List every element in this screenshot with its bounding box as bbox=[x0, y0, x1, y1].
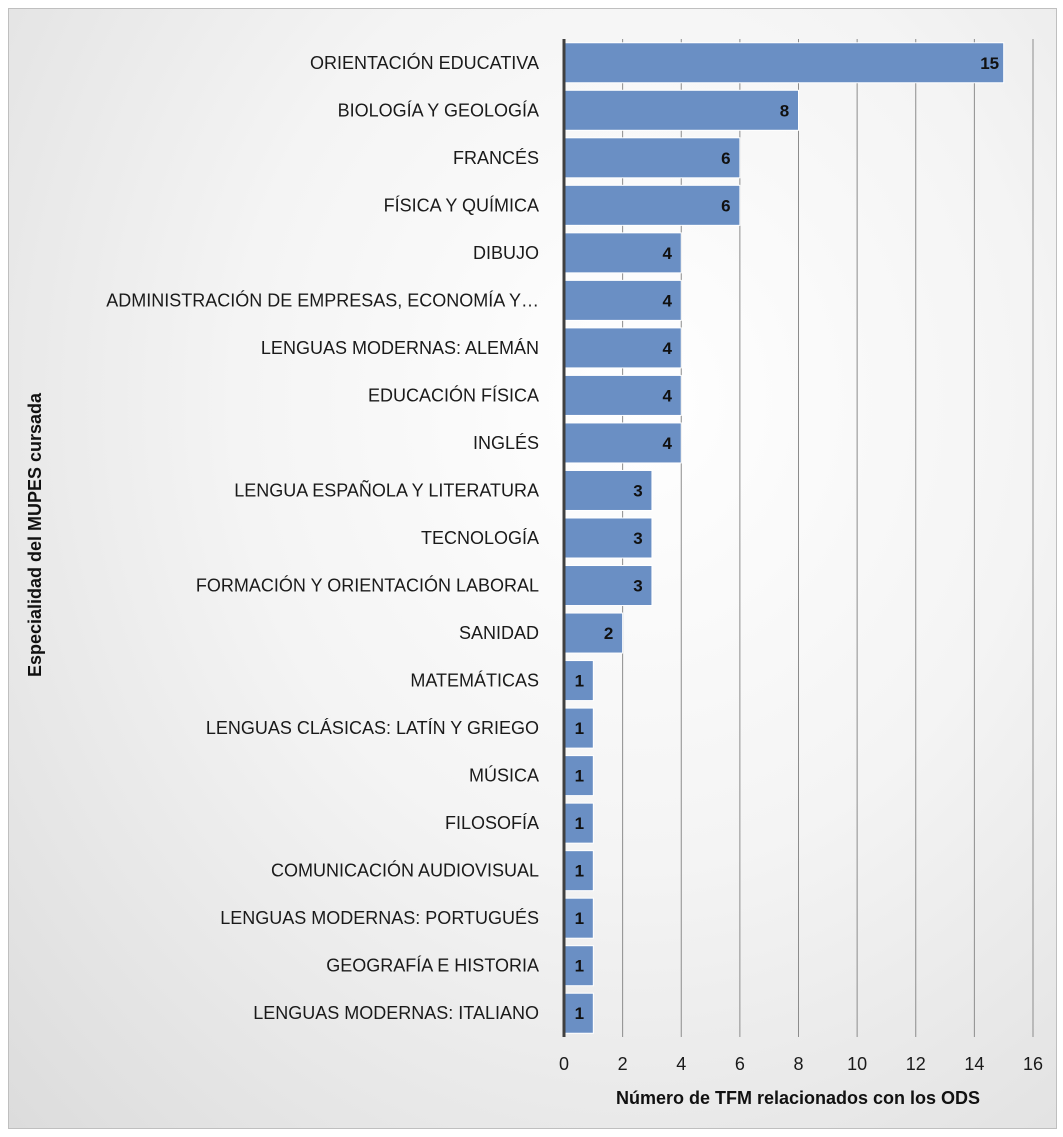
category-label: LENGUAS MODERNAS: ITALIANO bbox=[253, 1003, 539, 1023]
bar bbox=[563, 184, 741, 226]
bars bbox=[563, 42, 1005, 1034]
category-label: MÚSICA bbox=[469, 765, 539, 786]
data-label: 1 bbox=[575, 719, 584, 738]
data-label: 1 bbox=[575, 957, 584, 976]
category-label: LENGUAS CLÁSICAS: LATÍN Y GRIEGO bbox=[206, 718, 539, 738]
bar bbox=[563, 327, 682, 369]
category-label: LENGUAS MODERNAS: ALEMÁN bbox=[261, 338, 539, 358]
data-label: 3 bbox=[633, 577, 642, 596]
bar bbox=[563, 89, 799, 131]
x-tick-label: 2 bbox=[618, 1054, 628, 1074]
data-label: 3 bbox=[633, 481, 642, 500]
data-label: 1 bbox=[575, 814, 584, 833]
x-tick-label: 10 bbox=[847, 1054, 867, 1074]
category-labels: ORIENTACIÓN EDUCATIVA BIOLOGÍA Y GEOLOGÍA… bbox=[106, 52, 539, 1023]
y-axis-title: Especialidad del MUPES cursada bbox=[25, 392, 45, 677]
category-label: BIOLOGÍA Y GEOLOGÍA bbox=[338, 100, 539, 120]
bar bbox=[563, 802, 594, 844]
category-label: ORIENTACIÓN EDUCATIVA bbox=[310, 52, 539, 73]
category-label: DIBUJO bbox=[473, 243, 539, 263]
category-label: MATEMÁTICAS bbox=[410, 671, 539, 691]
category-label: COMUNICACIÓN AUDIOVISUAL bbox=[271, 860, 539, 881]
category-label: EDUCACIÓN FÍSICA bbox=[368, 384, 539, 405]
chart-area: 15 8 6 6 4 4 4 4 4 3 3 3 2 1 1 1 1 1 1 1 1 ORIENTACIÓN EDUCA… bbox=[8, 8, 1057, 1129]
bar bbox=[563, 137, 741, 179]
data-label: 1 bbox=[575, 909, 584, 928]
bar-chart: 15 8 6 6 4 4 4 4 4 3 3 3 2 1 1 1 1 1 1 1 1 ORIENTACIÓN EDUCA… bbox=[25, 39, 1043, 1108]
bar bbox=[563, 517, 653, 559]
data-label: 1 bbox=[575, 672, 584, 691]
x-tick-labels: 0 2 4 6 8 10 12 14 16 bbox=[559, 1054, 1043, 1074]
category-label: FILOSOFÍA bbox=[445, 813, 539, 833]
category-label: GEOGRAFÍA E HISTORIA bbox=[326, 956, 539, 976]
data-label: 4 bbox=[663, 434, 673, 453]
x-tick-label: 4 bbox=[676, 1054, 686, 1074]
bar bbox=[563, 612, 624, 654]
x-tick-label: 8 bbox=[793, 1054, 803, 1074]
bar bbox=[563, 897, 594, 939]
bar bbox=[563, 755, 594, 797]
data-label: 1 bbox=[575, 862, 584, 881]
data-label: 1 bbox=[575, 1004, 584, 1023]
data-label: 4 bbox=[663, 339, 673, 358]
data-label: 6 bbox=[721, 196, 730, 215]
x-tick-label: 6 bbox=[735, 1054, 745, 1074]
x-tick-label: 16 bbox=[1023, 1054, 1043, 1074]
data-label: 15 bbox=[980, 54, 999, 73]
data-label: 1 bbox=[575, 767, 584, 786]
data-label: 4 bbox=[663, 291, 673, 310]
bar bbox=[563, 422, 682, 464]
category-label: FÍSICA Y QUÍMICA bbox=[384, 195, 539, 215]
data-label: 6 bbox=[721, 149, 730, 168]
x-tick-label: 14 bbox=[964, 1054, 984, 1074]
category-label: FRANCÉS bbox=[453, 148, 539, 168]
x-tick-label: 12 bbox=[906, 1054, 926, 1074]
data-label: 3 bbox=[633, 529, 642, 548]
bar bbox=[563, 707, 594, 749]
bar bbox=[563, 279, 682, 321]
category-label: TECNOLOGÍA bbox=[421, 528, 539, 548]
category-label: ADMINISTRACIÓN DE EMPRESAS, ECONOMÍA Y… bbox=[106, 289, 539, 310]
bar bbox=[563, 469, 653, 511]
bar bbox=[563, 992, 594, 1034]
category-label: FORMACIÓN Y ORIENTACIÓN LABORAL bbox=[196, 575, 539, 596]
bar bbox=[563, 660, 594, 702]
data-label: 4 bbox=[663, 386, 673, 405]
bar bbox=[563, 565, 653, 607]
bar bbox=[563, 42, 1005, 84]
category-label: SANIDAD bbox=[459, 623, 539, 643]
bar bbox=[563, 945, 594, 987]
category-label: LENGUA ESPAÑOLA Y LITERATURA bbox=[234, 479, 539, 500]
category-label: LENGUAS MODERNAS: PORTUGUÉS bbox=[220, 908, 539, 928]
category-label: INGLÉS bbox=[473, 433, 539, 453]
bar bbox=[563, 374, 682, 416]
x-tick-label: 0 bbox=[559, 1054, 569, 1074]
data-label: 4 bbox=[663, 244, 673, 263]
x-axis-title: Número de TFM relacionados con los ODS bbox=[616, 1088, 980, 1108]
data-label: 8 bbox=[780, 101, 789, 120]
data-labels: 15 8 6 6 4 4 4 4 4 3 3 3 2 1 1 1 1 1 1 1 1 bbox=[575, 54, 1000, 1023]
data-label: 2 bbox=[604, 624, 613, 643]
